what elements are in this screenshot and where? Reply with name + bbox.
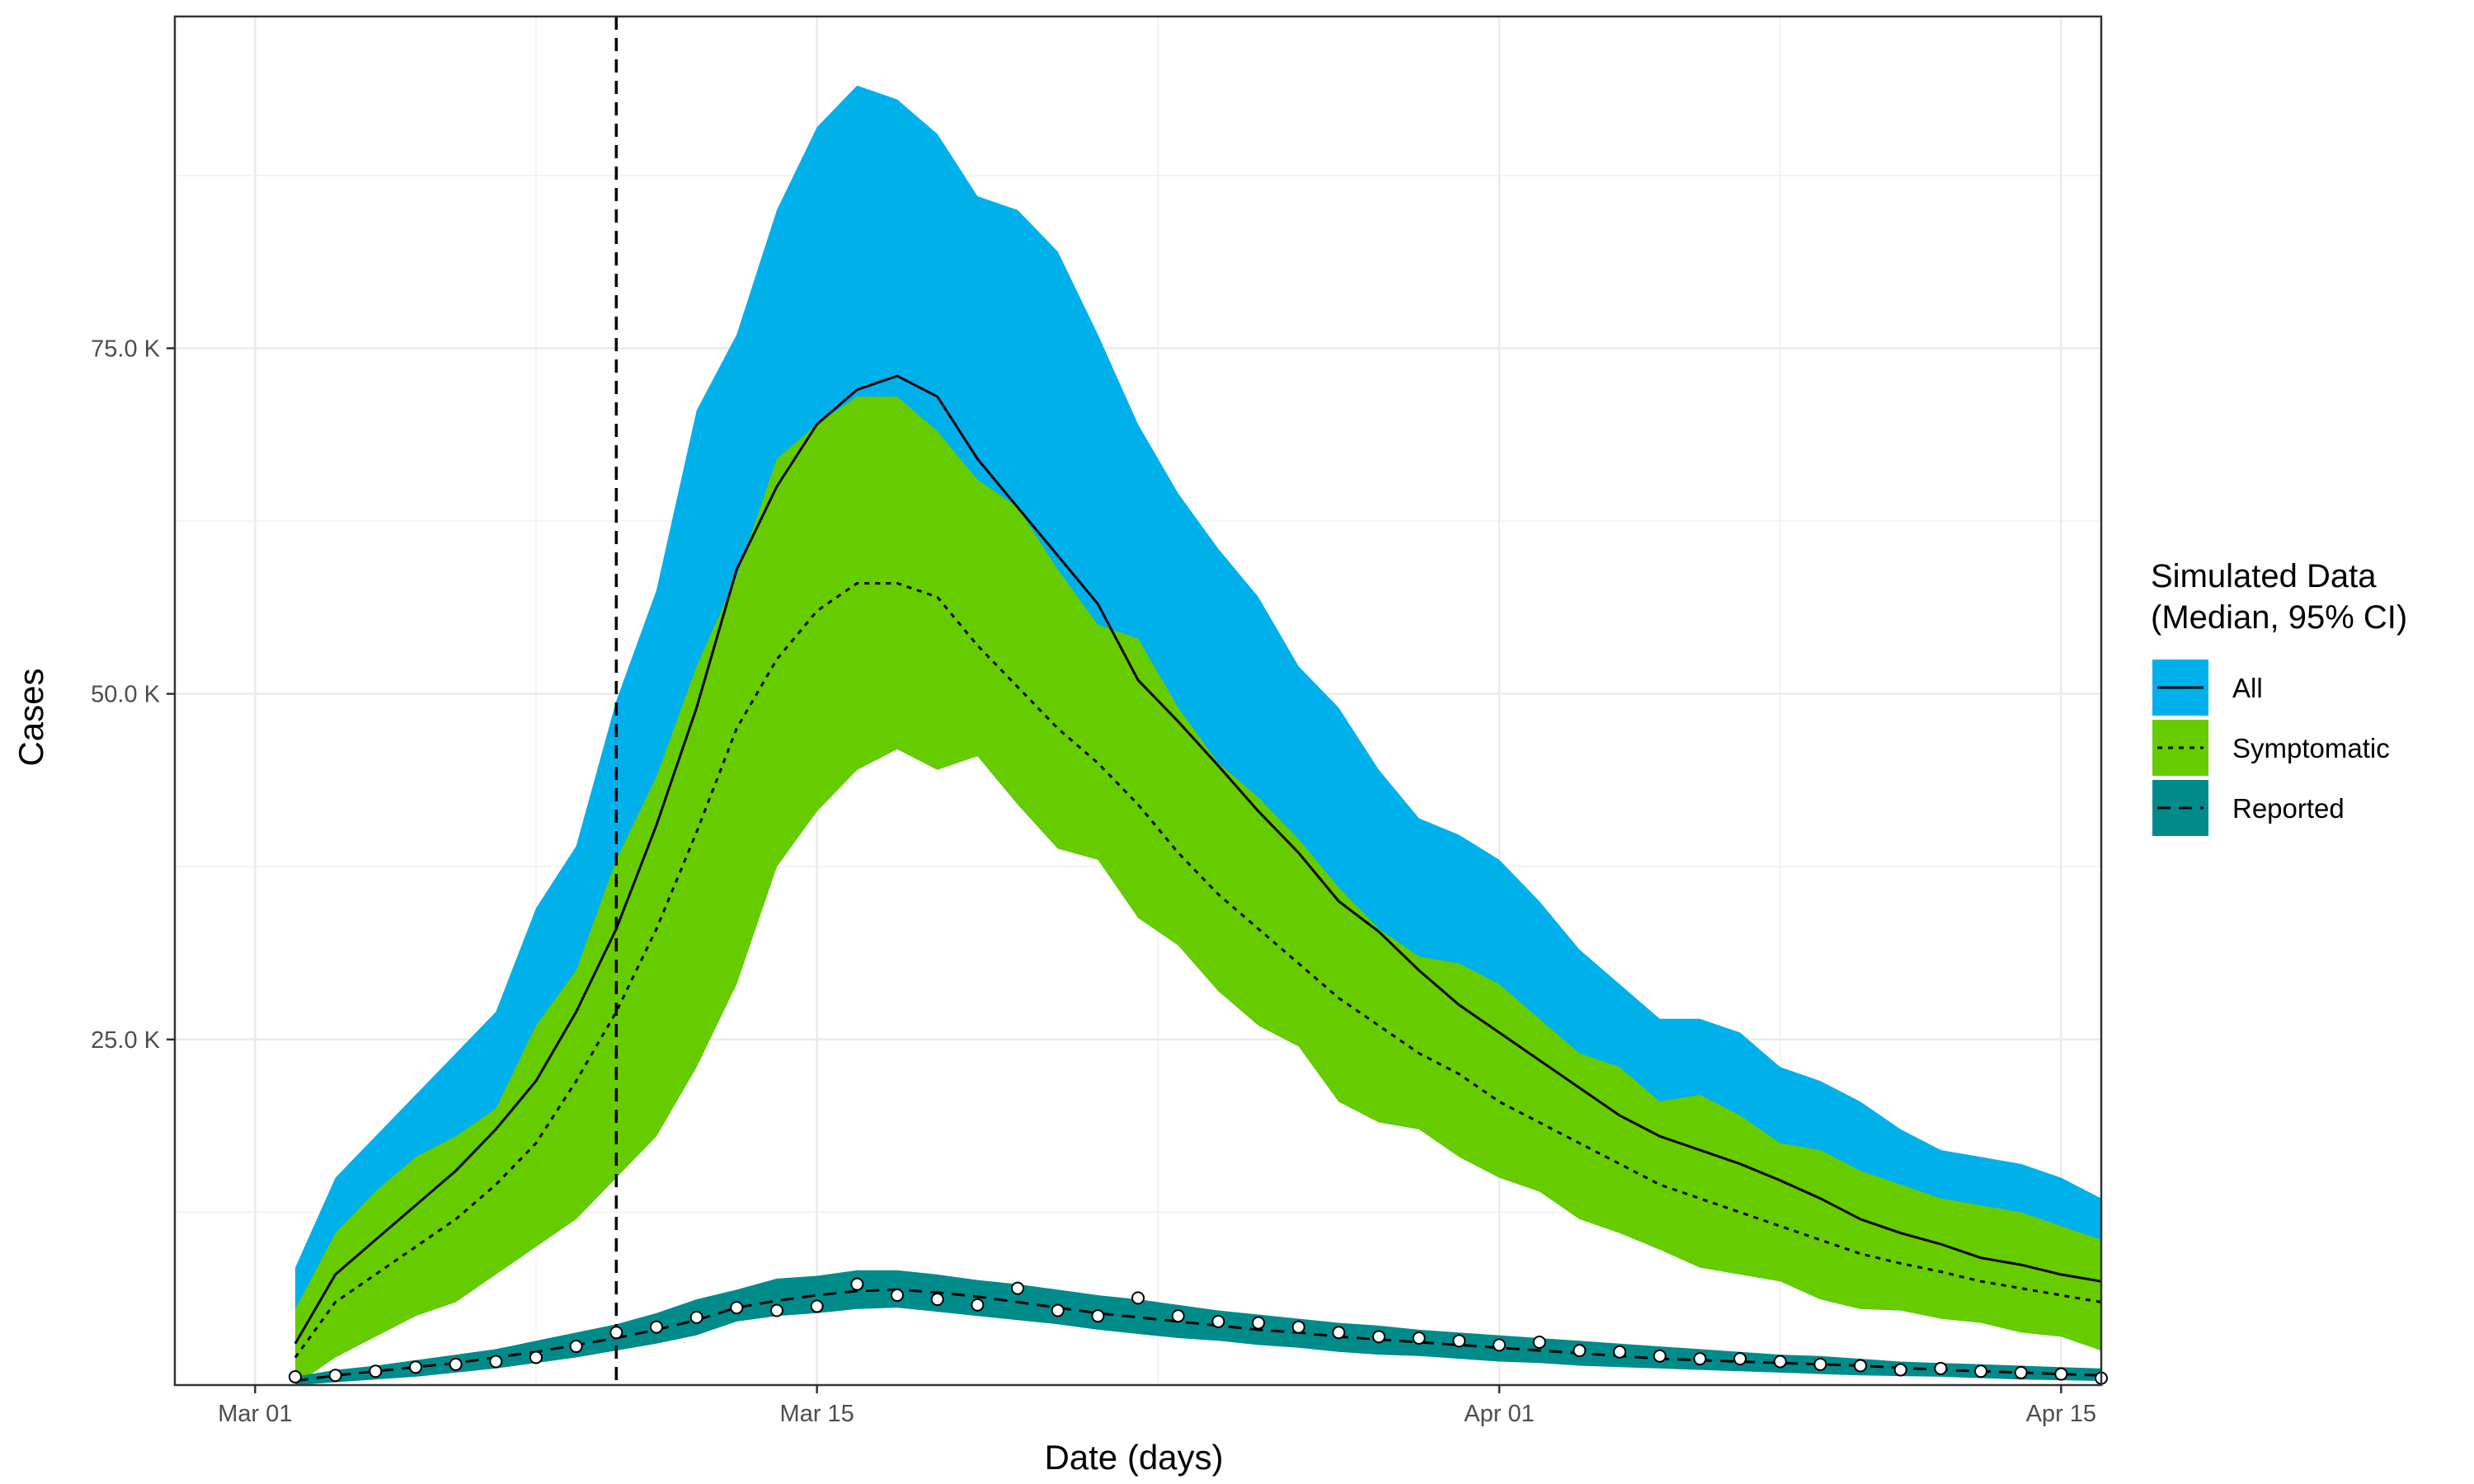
observed-point	[689, 1310, 703, 1324]
observed-point	[810, 1299, 824, 1313]
y-tick-label: 75.0 K	[91, 336, 160, 362]
band-symptomatic	[295, 397, 2101, 1386]
observed-point	[1412, 1331, 1426, 1345]
legend-title-line1: Simulated Data	[2151, 558, 2377, 594]
x-tick-label: Apr 15	[2026, 1401, 2096, 1427]
observed-point	[1332, 1326, 1346, 1340]
observed-point	[1051, 1303, 1065, 1317]
x-tick-label: Mar 15	[780, 1401, 854, 1427]
observed-point	[2014, 1365, 2028, 1379]
observed-point	[1813, 1357, 1827, 1371]
x-axis-title: Date (days)	[1044, 1438, 1223, 1477]
median-line-all	[294, 374, 2102, 1345]
observed-point	[2054, 1367, 2068, 1381]
observed-point	[1091, 1309, 1105, 1323]
observed-point	[449, 1357, 463, 1371]
observed-point	[971, 1298, 985, 1312]
observed-point	[1854, 1359, 1867, 1373]
observed-point	[1773, 1355, 1787, 1369]
observed-point	[1011, 1281, 1024, 1295]
observed-point	[1733, 1352, 1747, 1366]
observed-point	[930, 1293, 944, 1307]
band-all	[295, 85, 2101, 1385]
median-lines	[294, 374, 2102, 1383]
observed-point	[1974, 1364, 1987, 1378]
y-tick-label: 50.0 K	[91, 682, 160, 708]
observed-point	[328, 1369, 342, 1383]
legend: Simulated Data (Median, 95% CI) All Sympt…	[2151, 558, 2407, 836]
x-axis: Mar 01 Mar 15 Apr 01 Apr 15	[218, 1385, 2096, 1427]
observed-point	[1493, 1338, 1506, 1352]
observed-point	[1131, 1291, 1145, 1305]
y-axis: 25.0 K 50.0 K 75.0 K	[91, 336, 175, 1054]
legend-label-reported: Reported	[2232, 793, 2345, 824]
observed-point	[1171, 1309, 1185, 1323]
x-tick-label: Mar 01	[218, 1401, 292, 1427]
legend-label-all: All	[2232, 673, 2263, 703]
y-tick-label: 25.0 K	[91, 1027, 160, 1054]
plot-panel-border	[173, 15, 2103, 1387]
observed-point	[569, 1340, 583, 1354]
observed-point	[1252, 1316, 1265, 1330]
y-axis-title: Cases	[12, 668, 50, 766]
observed-point	[609, 1326, 623, 1340]
observed-point	[850, 1277, 864, 1291]
observed-point	[650, 1320, 663, 1334]
observed-point	[770, 1303, 783, 1317]
observed-points	[289, 1277, 2108, 1385]
observed-point	[1893, 1363, 1907, 1377]
observed-point	[409, 1360, 422, 1374]
legend-title-line2: (Median, 95% CI)	[2151, 599, 2407, 636]
observed-point	[289, 1369, 302, 1383]
observed-point	[1573, 1344, 1587, 1358]
observed-point	[891, 1289, 904, 1303]
observed-point	[1653, 1349, 1667, 1363]
legend-label-symptomatic: Symptomatic	[2232, 733, 2390, 763]
observed-point	[489, 1355, 503, 1369]
confidence-bands	[295, 85, 2101, 1386]
observed-point	[730, 1301, 744, 1315]
median-line-reported	[294, 1288, 2102, 1383]
observed-point	[1291, 1320, 1305, 1334]
observed-point	[1452, 1334, 1466, 1348]
band-reported	[295, 1270, 2101, 1385]
observed-point	[369, 1364, 383, 1378]
observed-point	[1934, 1361, 1948, 1375]
observed-point	[1613, 1345, 1626, 1359]
observed-point	[1211, 1314, 1225, 1328]
x-tick-label: Apr 01	[1464, 1401, 1534, 1427]
observed-point	[1532, 1336, 1546, 1350]
observed-point	[529, 1350, 543, 1364]
observed-point	[1693, 1352, 1707, 1366]
observed-point	[1372, 1330, 1385, 1344]
